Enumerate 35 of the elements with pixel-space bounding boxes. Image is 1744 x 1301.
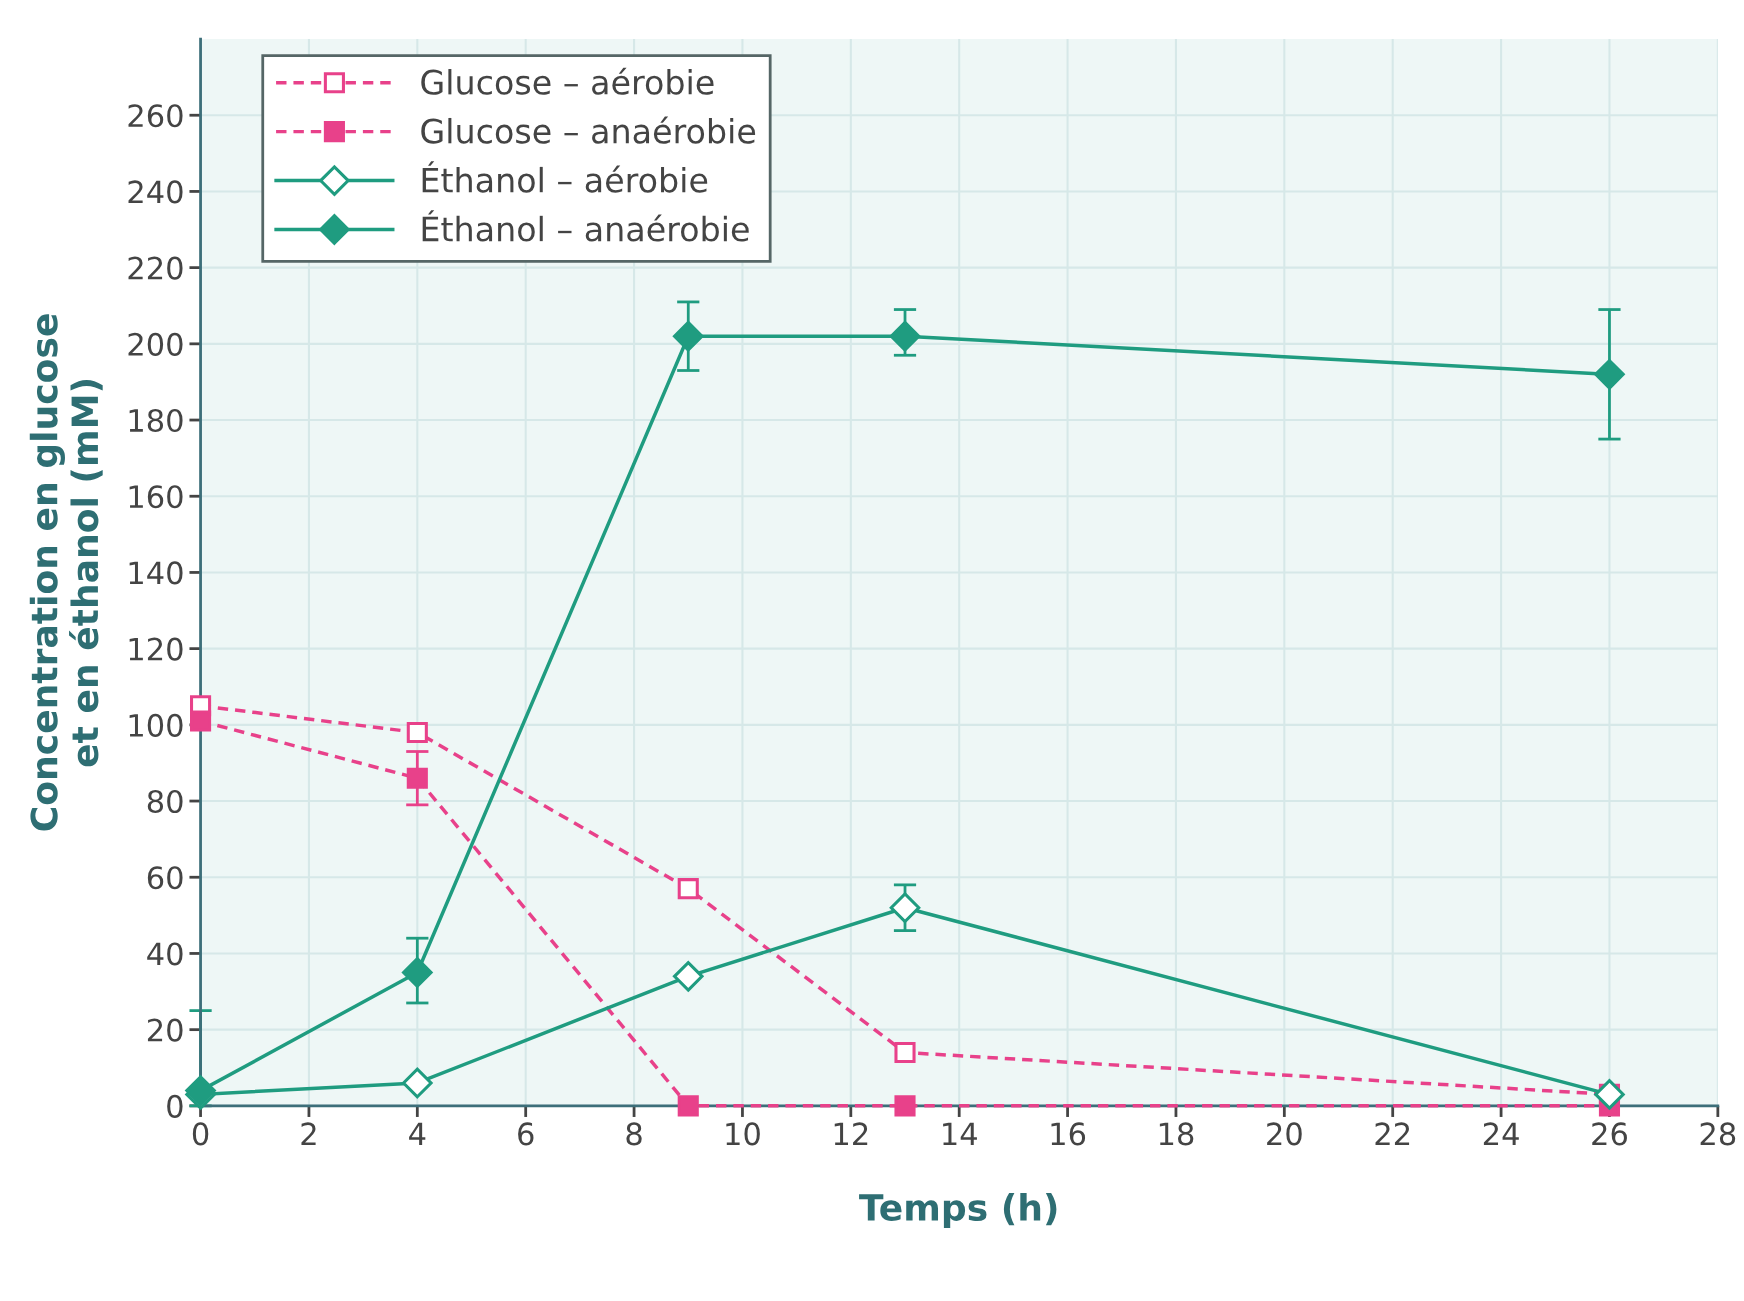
y-tick-label: 100 xyxy=(129,713,183,737)
y-tick-label: 20 xyxy=(147,1018,183,1042)
y-tick-label: 60 xyxy=(147,866,183,890)
x-tick-label: 6 xyxy=(518,1122,534,1146)
y-axis-title: Concentration en glucose et en éthanol (mM) xyxy=(29,314,103,831)
legend-label: Éthanol – anaérobie xyxy=(422,210,749,242)
y-tick-label: 120 xyxy=(129,637,183,661)
y-tick-label: 240 xyxy=(128,180,183,204)
x-tick-label: 22 xyxy=(1375,1122,1410,1146)
x-tick-label: 28 xyxy=(1700,1122,1736,1146)
y-tick-label: 260 xyxy=(128,104,183,128)
y-tick-label: 140 xyxy=(129,561,183,585)
legend-label: Glucose – anaérobie xyxy=(421,116,756,144)
x-tick-label: 8 xyxy=(626,1122,642,1146)
y-tick-label: 160 xyxy=(129,485,183,509)
y-tick-label: 40 xyxy=(147,942,183,966)
x-tick-label: 18 xyxy=(1159,1122,1194,1146)
x-axis-title: Temps (h) xyxy=(859,1193,1057,1229)
x-tick-label: 2 xyxy=(301,1122,316,1146)
x-tick-label: 0 xyxy=(192,1122,209,1146)
legend-label: Glucose – aérobie xyxy=(421,67,714,95)
y-tick-label: 80 xyxy=(147,789,183,814)
y-tick-label: 220 xyxy=(128,256,183,280)
x-tick-label: 24 xyxy=(1483,1122,1519,1146)
x-tick-label: 12 xyxy=(834,1122,868,1146)
x-tick-label: 20 xyxy=(1267,1122,1302,1146)
y-tick-label: 0 xyxy=(167,1094,183,1118)
x-tick-label: 14 xyxy=(943,1122,977,1146)
x-tick-label: 10 xyxy=(726,1122,760,1146)
x-tick-label: 26 xyxy=(1592,1122,1627,1146)
x-tick-label: 16 xyxy=(1051,1122,1086,1146)
y-tick-label: 180 xyxy=(129,408,183,433)
y-tick-label: 200 xyxy=(128,332,183,356)
legend-label: Éthanol – aérobie xyxy=(422,161,708,193)
x-tick-label: 4 xyxy=(409,1122,426,1146)
